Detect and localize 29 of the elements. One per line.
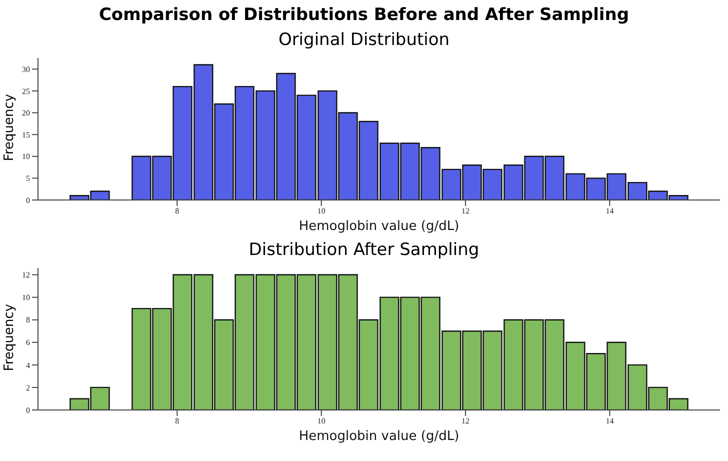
chart-title: Distribution After Sampling <box>248 239 480 262</box>
chart-subtitle: Original Distribution <box>277 29 451 52</box>
y-tick-label: 10 <box>22 293 30 302</box>
y-tick-label: 8 <box>26 316 30 325</box>
x-tick-label: 12 <box>462 206 470 216</box>
y-tick-label: 15 <box>22 130 30 140</box>
x-tick-label: 14 <box>606 206 614 216</box>
x-tick-label: 8 <box>175 416 180 426</box>
x-tick-label: 10 <box>317 206 326 216</box>
x-tick-label: 10 <box>317 416 326 426</box>
y-tick-label: 30 <box>22 64 30 74</box>
y-tick-label: 5 <box>26 174 30 184</box>
y-tick-label: 6 <box>26 338 30 348</box>
y-tick-label: 10 <box>22 152 30 162</box>
y-tick-label: 0 <box>26 196 30 205</box>
y-tick-label: 12 <box>22 270 30 280</box>
x-axis-title: Hemoglobin value (g/dL) <box>298 219 460 234</box>
x-tick-label: 14 <box>606 416 614 426</box>
y-tick-label: 20 <box>22 108 30 118</box>
y-tick-label: 4 <box>26 360 30 370</box>
x-tick-label: 8 <box>175 206 180 216</box>
y-axis-title: Frequency <box>2 303 18 371</box>
y-tick-label: 2 <box>26 383 30 392</box>
x-axis-title: Hemoglobin value (g/dL) <box>298 429 460 444</box>
y-tick-label: 25 <box>22 86 30 96</box>
y-tick-label: 0 <box>26 406 30 415</box>
chart-title: Comparison of Distributions Before and After Sampling <box>98 4 630 27</box>
y-axis-title: Frequency <box>2 93 18 161</box>
x-tick-label: 12 <box>462 416 470 426</box>
